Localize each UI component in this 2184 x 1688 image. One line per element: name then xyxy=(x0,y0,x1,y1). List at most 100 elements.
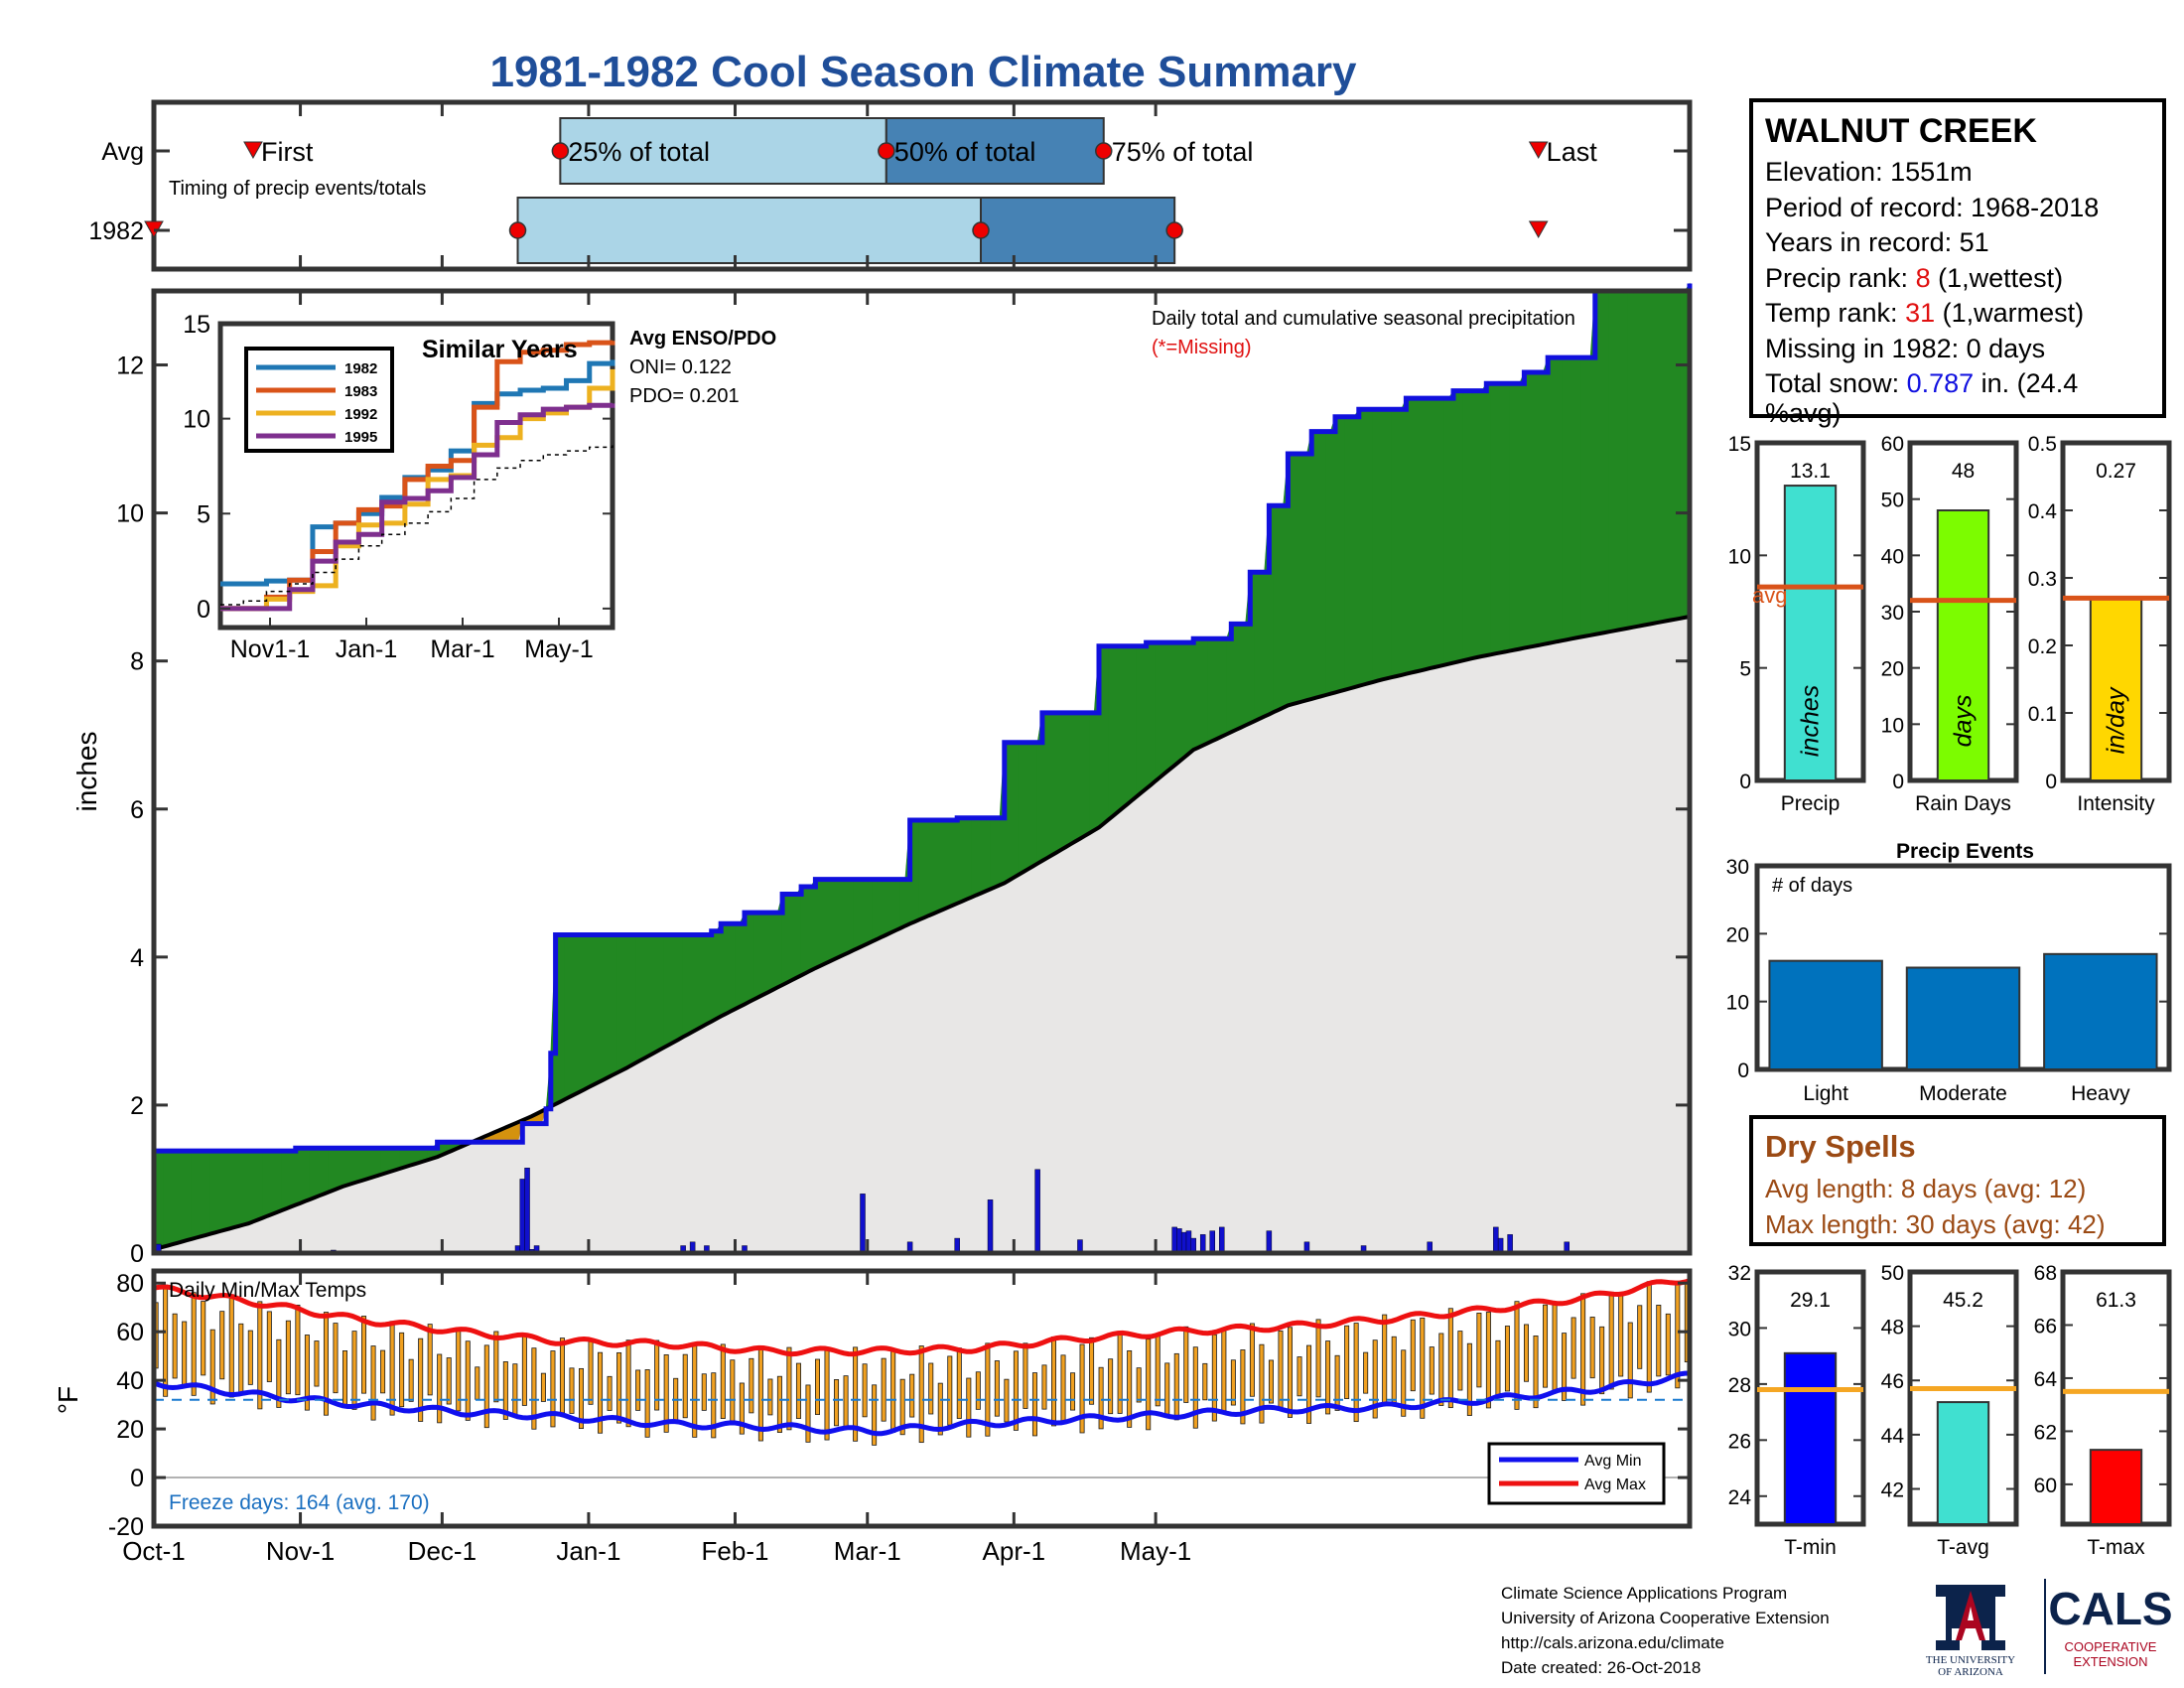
surplus-segment xyxy=(894,879,901,931)
daily-temp-bar xyxy=(644,1369,650,1438)
surplus-segment xyxy=(1471,390,1478,659)
university-of-arizona-logo: THE UNIVERSITY OF ARIZONA xyxy=(1926,1585,2015,1676)
credits-line3[interactable]: http://cals.arizona.edu/climate xyxy=(1501,1633,1724,1652)
daily-temp-bar xyxy=(370,1345,376,1421)
surplus-segment xyxy=(304,1147,311,1202)
surplus-segment xyxy=(1353,408,1360,688)
station-info-box: WALNUT CREEK Elevation: 1551m Period of … xyxy=(1749,98,2166,428)
precip-rank-value: 8 xyxy=(1915,262,1931,293)
surplus-segment xyxy=(881,879,887,938)
temp-chart-frame xyxy=(151,1268,1693,1529)
daily-temp-bar xyxy=(1240,1349,1246,1425)
daily-temp-bar xyxy=(1164,1362,1170,1418)
daily-temp-bar xyxy=(1599,1326,1605,1395)
precip-events-title: Precip Events xyxy=(1896,840,2034,863)
events-ytick-label: 30 xyxy=(1726,856,1749,879)
station-name: WALNUT CREEK xyxy=(1765,112,2037,150)
daily-temp-bar xyxy=(295,1304,301,1396)
precip-rank: Precip rank: 8 (1,wettest) xyxy=(1765,261,2150,297)
daily-temp-bar xyxy=(654,1339,660,1411)
surplus-segment xyxy=(219,1150,225,1232)
surplus-segment xyxy=(966,817,972,901)
temp-chart-title: Daily Min/Max Temps xyxy=(169,1279,366,1302)
daily-temp-bar xyxy=(1136,1367,1142,1403)
daily-temp-bar xyxy=(304,1335,310,1411)
surplus-segment xyxy=(625,934,632,1069)
surplus-segment xyxy=(635,934,641,1063)
rain-days-ytick-label: 20 xyxy=(1881,658,1904,681)
daily-temp-bar xyxy=(1173,1352,1179,1421)
surplus-segment xyxy=(1670,290,1676,621)
surplus-segment xyxy=(616,934,622,1073)
daily-temp-bar xyxy=(909,1373,915,1418)
daily-temp-bar xyxy=(540,1372,546,1402)
surplus-segment xyxy=(1585,356,1591,636)
daily-temp-bar xyxy=(720,1343,726,1419)
daily-temp-bar xyxy=(815,1358,821,1415)
daily-temp-bar xyxy=(418,1337,424,1422)
surplus-segment xyxy=(1151,641,1157,786)
daily-temp-bar xyxy=(1410,1319,1416,1392)
surplus-segment xyxy=(673,934,679,1044)
daily-temp-bar xyxy=(918,1345,924,1444)
surplus-segment xyxy=(899,879,906,929)
station-years: Years in record: 51 xyxy=(1765,227,1989,257)
surplus-segment xyxy=(918,819,925,920)
surplus-segment xyxy=(1301,453,1307,702)
surplus-segment xyxy=(177,1150,183,1244)
daily-temp-bar xyxy=(786,1346,792,1431)
surplus-segment xyxy=(687,934,693,1036)
surplus-segment xyxy=(810,878,816,971)
legend-label-1982: 1982 xyxy=(344,360,377,377)
temp-min-xlabel: T-min xyxy=(1784,1536,1837,1559)
surplus-segment xyxy=(238,1150,244,1227)
daily-temp-bar xyxy=(323,1312,329,1416)
daily-precip-bar xyxy=(987,1199,994,1254)
daily-temp-bar xyxy=(853,1346,859,1442)
surplus-segment xyxy=(1651,290,1657,625)
surplus-segment xyxy=(739,912,746,1008)
temp-avg-xlabel: T-avg xyxy=(1937,1536,1989,1559)
daily-temp-bar xyxy=(1089,1336,1095,1405)
timing-marker xyxy=(1165,221,1183,239)
surplus-segment xyxy=(701,934,708,1028)
surplus-segment xyxy=(1543,357,1549,645)
rain-days-ytick-label: 40 xyxy=(1881,545,1904,568)
temp-avg-ytick-label: 44 xyxy=(1881,1425,1905,1448)
surplus-segment xyxy=(819,879,826,967)
daily-temp-bar xyxy=(228,1294,234,1398)
surplus-segment xyxy=(1009,742,1015,882)
surplus-segment xyxy=(757,912,764,998)
daily-temp-bar xyxy=(437,1353,443,1424)
surplus-segment xyxy=(730,922,736,1013)
daily-precip-bar xyxy=(1171,1226,1177,1254)
surplus-segment xyxy=(980,817,987,895)
daily-temp-bar xyxy=(1562,1333,1568,1401)
surplus-segment xyxy=(1306,431,1312,701)
surplus-segment xyxy=(356,1147,362,1183)
daily-temp-bar xyxy=(408,1358,414,1402)
surplus-segment xyxy=(942,819,949,911)
surplus-segment xyxy=(247,1150,254,1224)
surplus-segment xyxy=(1481,382,1487,657)
surplus-segment xyxy=(1372,408,1379,683)
temp-max-ytick-label: 64 xyxy=(2034,1368,2058,1391)
surplus-segment xyxy=(182,1150,188,1242)
surplus-segment xyxy=(1013,742,1020,879)
surplus-segment xyxy=(1070,712,1076,845)
surplus-segment xyxy=(224,1150,230,1231)
surplus-segment xyxy=(1490,382,1497,655)
daily-temp-bar xyxy=(1297,1356,1302,1397)
daily-temp-bar xyxy=(219,1311,225,1380)
surplus-segment xyxy=(711,930,717,1023)
surplus-segment xyxy=(1192,637,1199,751)
daily-temp-bar xyxy=(1514,1301,1520,1410)
daily-temp-bar xyxy=(257,1301,263,1410)
surplus-segment xyxy=(1084,712,1090,837)
daily-temp-bar xyxy=(1382,1314,1388,1404)
x-tick-label: Oct-1 xyxy=(122,1536,186,1566)
surplus-segment xyxy=(262,1150,268,1219)
surplus-segment xyxy=(834,879,840,960)
daily-temp-bar xyxy=(512,1363,518,1418)
rain-days-ytick-label: 0 xyxy=(1892,771,1904,793)
